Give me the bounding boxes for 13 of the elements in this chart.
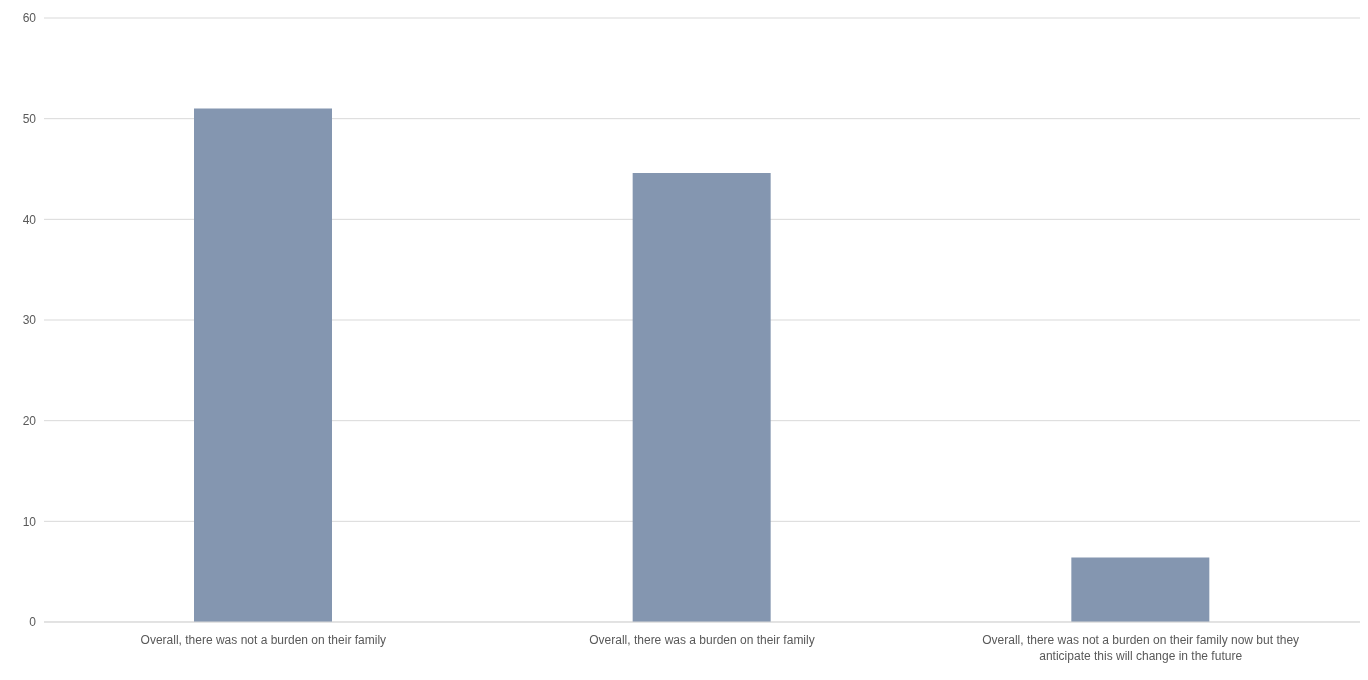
y-tick-label: 30 <box>22 313 37 328</box>
bar <box>1071 557 1210 622</box>
bar <box>194 108 332 622</box>
y-tick-label: 60 <box>22 11 37 26</box>
x-tick-label: Overall, there was not a burden on their family now but they anticipate this will change in the future <box>982 633 1300 663</box>
bar <box>632 173 771 622</box>
y-tick-label: 20 <box>22 413 37 428</box>
y-tick-label: 0 <box>29 615 37 630</box>
y-tick-label: 50 <box>22 111 37 126</box>
x-tick-label: Overall, there was a burden on their family <box>589 633 815 647</box>
y-tick-label: 40 <box>22 212 37 227</box>
x-tick-label: Overall, there was not a burden on their family <box>140 633 387 647</box>
y-tick-label: 10 <box>22 514 37 529</box>
